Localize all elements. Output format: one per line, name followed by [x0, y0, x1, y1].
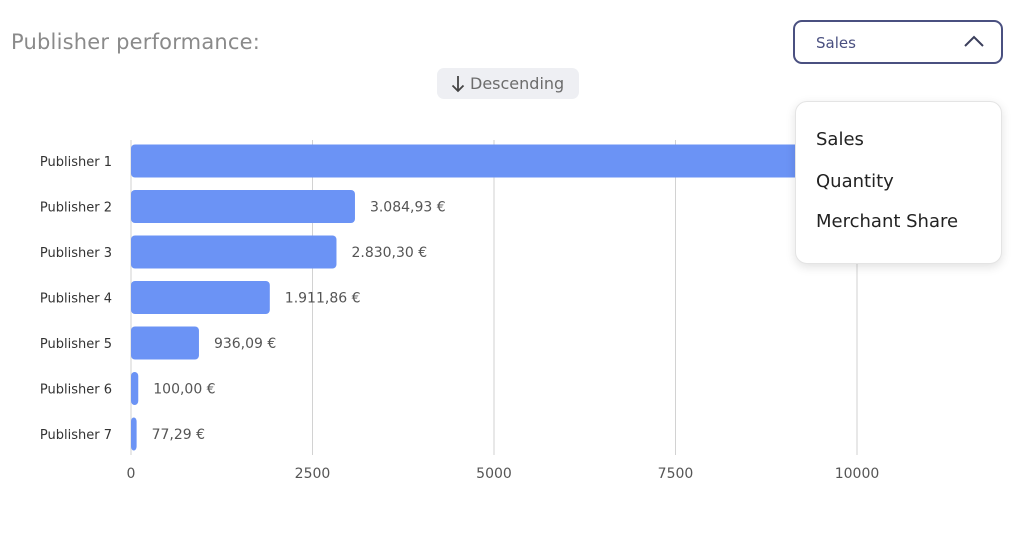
category-label: Publisher 7	[40, 428, 112, 443]
bar	[131, 417, 137, 451]
data-label: 100,00 €	[153, 382, 215, 398]
category-label: Publisher 5	[40, 337, 112, 352]
x-tick-label: 10000	[835, 466, 880, 482]
metric-select-value: Sales	[816, 34, 856, 52]
option-sales[interactable]: Sales	[816, 129, 864, 150]
category-label: Publisher 2	[40, 201, 112, 216]
bar	[131, 372, 139, 405]
bar	[131, 190, 355, 223]
bar	[131, 144, 814, 178]
option-quantity[interactable]: Quantity	[816, 171, 894, 192]
category-label: Publisher 1	[40, 155, 112, 170]
bar	[131, 235, 337, 269]
data-label: 77,29 €	[152, 427, 205, 443]
data-label: 1.911,86 €	[285, 291, 361, 307]
sort-label: Descending	[470, 74, 565, 93]
x-tick-label: 5000	[476, 466, 512, 482]
option-merchant-share[interactable]: Merchant Share	[816, 211, 959, 232]
x-tick-label: 7500	[658, 466, 694, 482]
category-label: Publisher 6	[40, 383, 112, 398]
data-label: 936,09 €	[214, 336, 276, 352]
arrow-down-icon	[451, 75, 465, 97]
data-label: 2.830,30 €	[351, 245, 427, 261]
chevron-up-icon	[963, 33, 985, 53]
bar	[131, 281, 270, 314]
x-tick-label: 0	[127, 466, 136, 482]
x-tick-label: 2500	[295, 466, 331, 482]
bar	[131, 326, 199, 360]
page-title: Publisher performance:	[11, 30, 261, 54]
data-label: 3.084,93 €	[370, 200, 446, 216]
category-label: Publisher 3	[40, 246, 112, 261]
metric-dropdown-menu: Sales Quantity Merchant Share	[795, 101, 1002, 264]
metric-select[interactable]: Sales	[793, 20, 1003, 64]
sort-descending-button[interactable]: Descending	[437, 68, 579, 99]
category-label: Publisher 4	[40, 292, 112, 307]
